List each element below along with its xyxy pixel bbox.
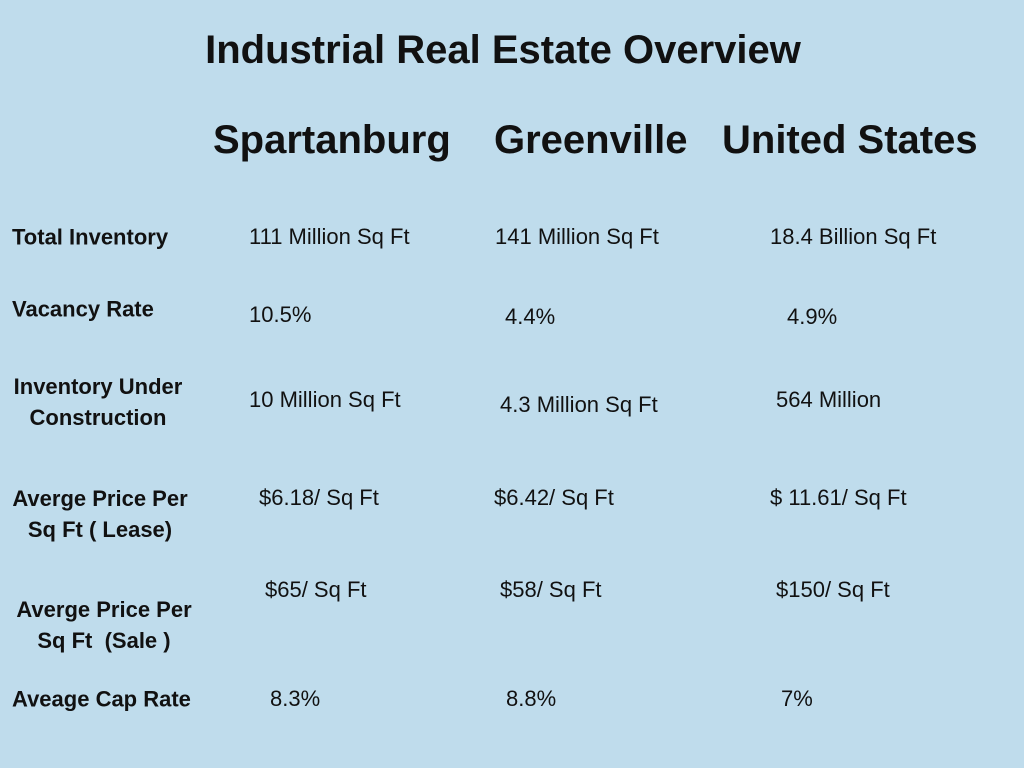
row-label-line: Averge Price Per <box>16 597 192 622</box>
row-label-line: Averge Price Per <box>12 486 188 511</box>
row-label-line: Inventory Under <box>13 374 183 399</box>
cell-value: 10 Million Sq Ft <box>249 387 401 412</box>
cell-value: 8.8% <box>506 686 557 711</box>
row-label: Averge Price Per Sq Ft ( Lease) <box>0 483 200 545</box>
cell-value: 18.4 Billion Sq Ft <box>770 224 937 249</box>
row-label-line: Aveage Cap Rate <box>12 686 191 712</box>
cell-value: $6.18/ Sq Ft <box>259 485 379 510</box>
row-label: Averge Price Per Sq Ft (Sale ) <box>4 594 204 656</box>
cell-value: 4.3 Million Sq Ft <box>500 392 658 417</box>
column-header: Spartanburg <box>213 118 451 162</box>
cell-value: $58/ Sq Ft <box>500 577 602 602</box>
cell-value: 4.9% <box>787 304 838 329</box>
row-label-line: Construction <box>29 405 167 430</box>
cell-value: 141 Million Sq Ft <box>495 224 659 249</box>
cell-value: 8.3% <box>270 686 321 711</box>
row-label-line: Sq Ft (Sale ) <box>37 628 171 653</box>
row-label: Vacancy Rate <box>12 294 154 325</box>
cell-value: $65/ Sq Ft <box>265 577 367 602</box>
cell-value: 7% <box>781 686 813 711</box>
cell-value: $150/ Sq Ft <box>776 577 890 602</box>
cell-value: 10.5% <box>249 302 312 327</box>
row-label-line: Total Inventory <box>12 224 169 250</box>
cell-value: $ 11.61/ Sq Ft <box>770 485 907 510</box>
row-label-line: Vacancy Rate <box>12 296 154 322</box>
title: Industrial Real Estate Overview <box>205 28 801 72</box>
row-label: Inventory Under Construction <box>0 371 196 433</box>
row-label: Aveage Cap Rate <box>12 684 191 715</box>
row-label: Total Inventory <box>12 222 168 253</box>
cell-value: $6.42/ Sq Ft <box>494 485 614 510</box>
row-label-line: Sq Ft ( Lease) <box>27 517 173 542</box>
cell-value: 4.4% <box>505 304 556 329</box>
column-header: United States <box>722 118 978 162</box>
cell-value: 111 Million Sq Ft <box>249 224 410 249</box>
column-header: Greenville <box>494 118 688 162</box>
cell-value: 564 Million <box>776 387 882 412</box>
